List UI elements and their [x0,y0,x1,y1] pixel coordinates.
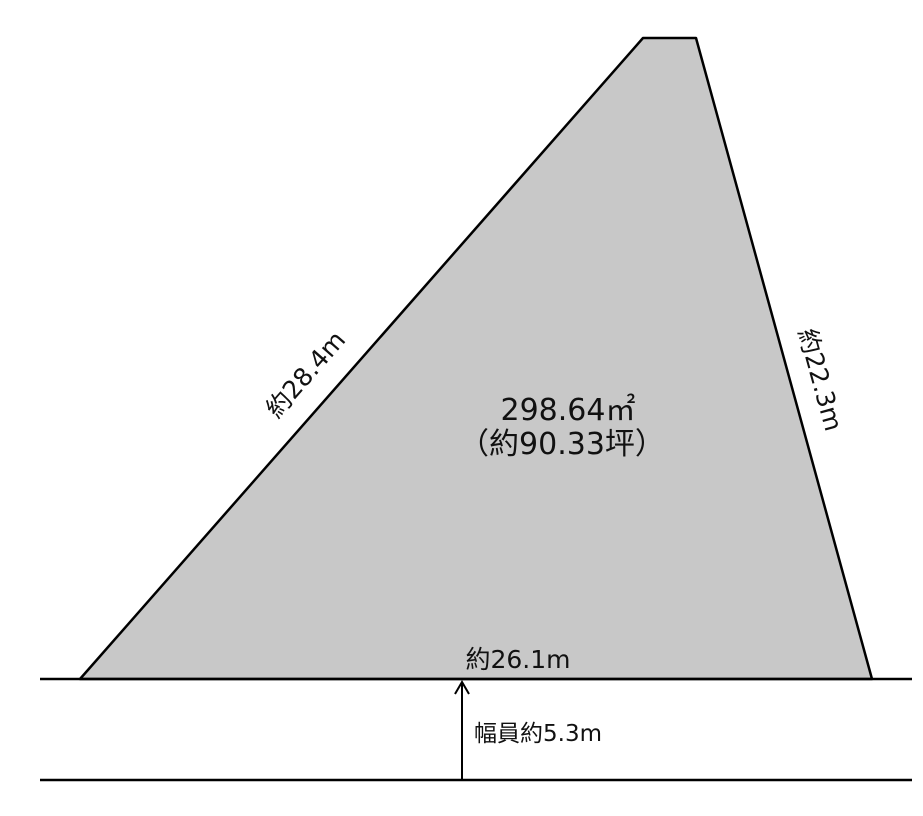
road-width-label: 幅員約5.3m [474,721,602,747]
road-width-arrowhead-icon [454,680,470,695]
lot-area-tsubo: （約90.33坪） [459,427,665,462]
lot-shape [78,36,874,681]
bottom-edge-length: 約26.1m [465,645,570,674]
lot-area-sqm: 298.64㎡ [501,393,636,428]
